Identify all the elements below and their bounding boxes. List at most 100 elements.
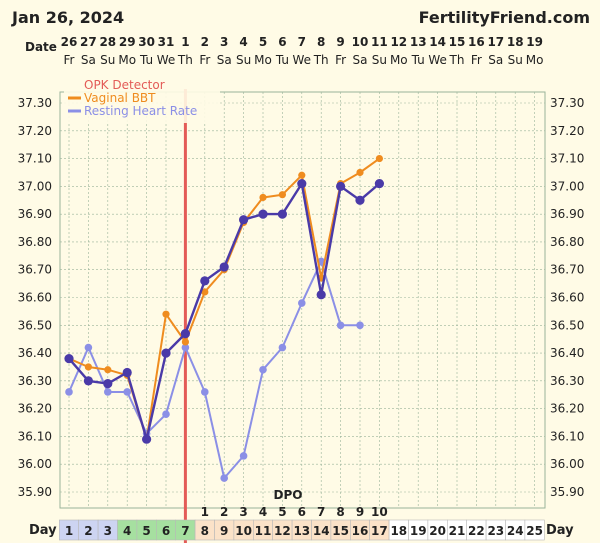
date-number: 31 bbox=[158, 35, 175, 49]
date-number: 26 bbox=[61, 35, 78, 49]
weekday-label: Sa bbox=[81, 53, 96, 67]
day-number: 13 bbox=[293, 524, 310, 538]
date-number: 5 bbox=[259, 35, 267, 49]
weekday-label: Su bbox=[236, 53, 251, 67]
y-tick-label-left: 37.20 bbox=[18, 124, 52, 138]
data-point-combined bbox=[336, 181, 346, 191]
data-point-hr bbox=[220, 474, 228, 482]
y-tick-label-left: 37.00 bbox=[18, 179, 52, 193]
y-tick-label-right: 36.00 bbox=[550, 457, 584, 471]
y-tick-label-left: 36.30 bbox=[18, 374, 52, 388]
dpo-number: 4 bbox=[259, 505, 267, 519]
data-point-combined bbox=[200, 276, 210, 286]
dpo-number: 10 bbox=[371, 505, 388, 519]
weekday-label: We bbox=[428, 53, 447, 67]
y-tick-label-right: 37.10 bbox=[550, 152, 584, 166]
data-point-combined bbox=[374, 178, 384, 189]
day-cell bbox=[524, 519, 545, 541]
weekday-label: Fr bbox=[64, 53, 75, 67]
date-number: 15 bbox=[449, 35, 466, 49]
day-number: 8 bbox=[201, 524, 209, 538]
day-number: 12 bbox=[274, 524, 291, 538]
weekday-label: Fr bbox=[335, 53, 346, 67]
data-point-hr bbox=[239, 452, 248, 460]
day-number: 22 bbox=[468, 524, 485, 538]
y-axis-labels: 37.30 37.30 37.20 37.20 37.10 37.10 37.00 37.00… bbox=[18, 96, 585, 499]
data-point-bbt bbox=[84, 363, 92, 371]
date-number: 6 bbox=[278, 35, 286, 49]
date-number: 17 bbox=[487, 35, 504, 49]
legend-entry: Resting Heart Rate bbox=[84, 104, 197, 118]
y-tick-label-right: 36.60 bbox=[550, 291, 584, 305]
data-point-hr bbox=[181, 343, 190, 352]
data-point-hr bbox=[84, 343, 93, 352]
day-number: 18 bbox=[390, 524, 407, 538]
day-number: 3 bbox=[104, 524, 112, 538]
date-header: 26 27 28 29 30 31 1 2 3 4 5 6 7 8 9 10 11 12 13 14 15 16 17 18 1… bbox=[61, 35, 544, 67]
data-point-hr bbox=[278, 343, 287, 352]
date-number: 19 bbox=[526, 35, 543, 49]
weekday-label: Sa bbox=[217, 53, 232, 67]
y-tick-label-right: 37.20 bbox=[550, 124, 584, 138]
day-number: 5 bbox=[142, 524, 150, 538]
data-point-combined bbox=[122, 367, 132, 378]
data-point-combined bbox=[161, 348, 171, 358]
date-row-label: Date bbox=[25, 40, 57, 54]
weekday-label: Sa bbox=[353, 53, 368, 67]
dpo-number: 3 bbox=[239, 505, 247, 519]
data-point-bbt bbox=[162, 310, 170, 318]
day-number: 23 bbox=[487, 524, 504, 538]
date-number: 28 bbox=[99, 35, 116, 49]
weekday-label: Th bbox=[177, 53, 193, 67]
day-number: 2 bbox=[84, 524, 92, 538]
data-point-combined bbox=[297, 178, 307, 189]
date-number: 2 bbox=[201, 35, 209, 49]
data-point-combined bbox=[258, 209, 268, 219]
data-point-hr bbox=[298, 299, 306, 307]
day-number: 17 bbox=[371, 524, 388, 538]
day-number: 9 bbox=[220, 524, 228, 538]
dpo-number: 5 bbox=[278, 505, 286, 519]
weekday-label: Tu bbox=[139, 53, 153, 67]
y-tick-label-right: 36.50 bbox=[550, 318, 584, 332]
day-number: 11 bbox=[255, 524, 272, 538]
weekday-label: We bbox=[157, 53, 176, 67]
day-number: 4 bbox=[123, 524, 131, 538]
dpo-number: 6 bbox=[298, 505, 306, 519]
dpo-number: 8 bbox=[336, 505, 344, 519]
dpo-label: DPO bbox=[274, 488, 303, 502]
legend-entry: OPK Detector bbox=[84, 78, 165, 92]
date-number: 9 bbox=[336, 35, 344, 49]
weekday-label: Su bbox=[372, 53, 387, 67]
y-tick-label-left: 37.30 bbox=[18, 96, 52, 110]
weekday-label: Su bbox=[508, 53, 523, 67]
date-number: 27 bbox=[80, 35, 97, 49]
y-tick-label-left: 36.00 bbox=[18, 457, 52, 471]
data-point-hr bbox=[65, 388, 73, 396]
y-tick-label-left: 36.60 bbox=[18, 291, 52, 305]
legend-box bbox=[64, 77, 220, 123]
day-number: 19 bbox=[410, 524, 427, 538]
data-point-hr bbox=[123, 388, 131, 396]
dpo-row: 1 2 3 4 5 6 7 8 9 10 bbox=[201, 505, 388, 519]
site-name: FertilityFriend.com bbox=[419, 8, 590, 27]
y-tick-label-right: 36.30 bbox=[550, 374, 584, 388]
day-number: 21 bbox=[449, 524, 466, 538]
date-number: 16 bbox=[468, 35, 485, 49]
weekday-label: Th bbox=[313, 53, 329, 67]
plot-frame bbox=[59, 91, 546, 509]
weekday-label: Tu bbox=[411, 53, 425, 67]
data-point-hr bbox=[259, 365, 267, 374]
date-number: 13 bbox=[410, 35, 427, 49]
data-point-bbt bbox=[278, 191, 286, 199]
weekday-label: Su bbox=[100, 53, 115, 67]
dpo-number: 2 bbox=[220, 505, 228, 519]
date-number: 11 bbox=[371, 35, 388, 49]
date-number: 4 bbox=[239, 35, 247, 49]
y-tick-label-left: 36.20 bbox=[18, 402, 52, 416]
data-point-combined bbox=[316, 290, 326, 300]
dpo-number: 9 bbox=[356, 505, 364, 519]
weekday-label: Mo bbox=[118, 53, 136, 67]
